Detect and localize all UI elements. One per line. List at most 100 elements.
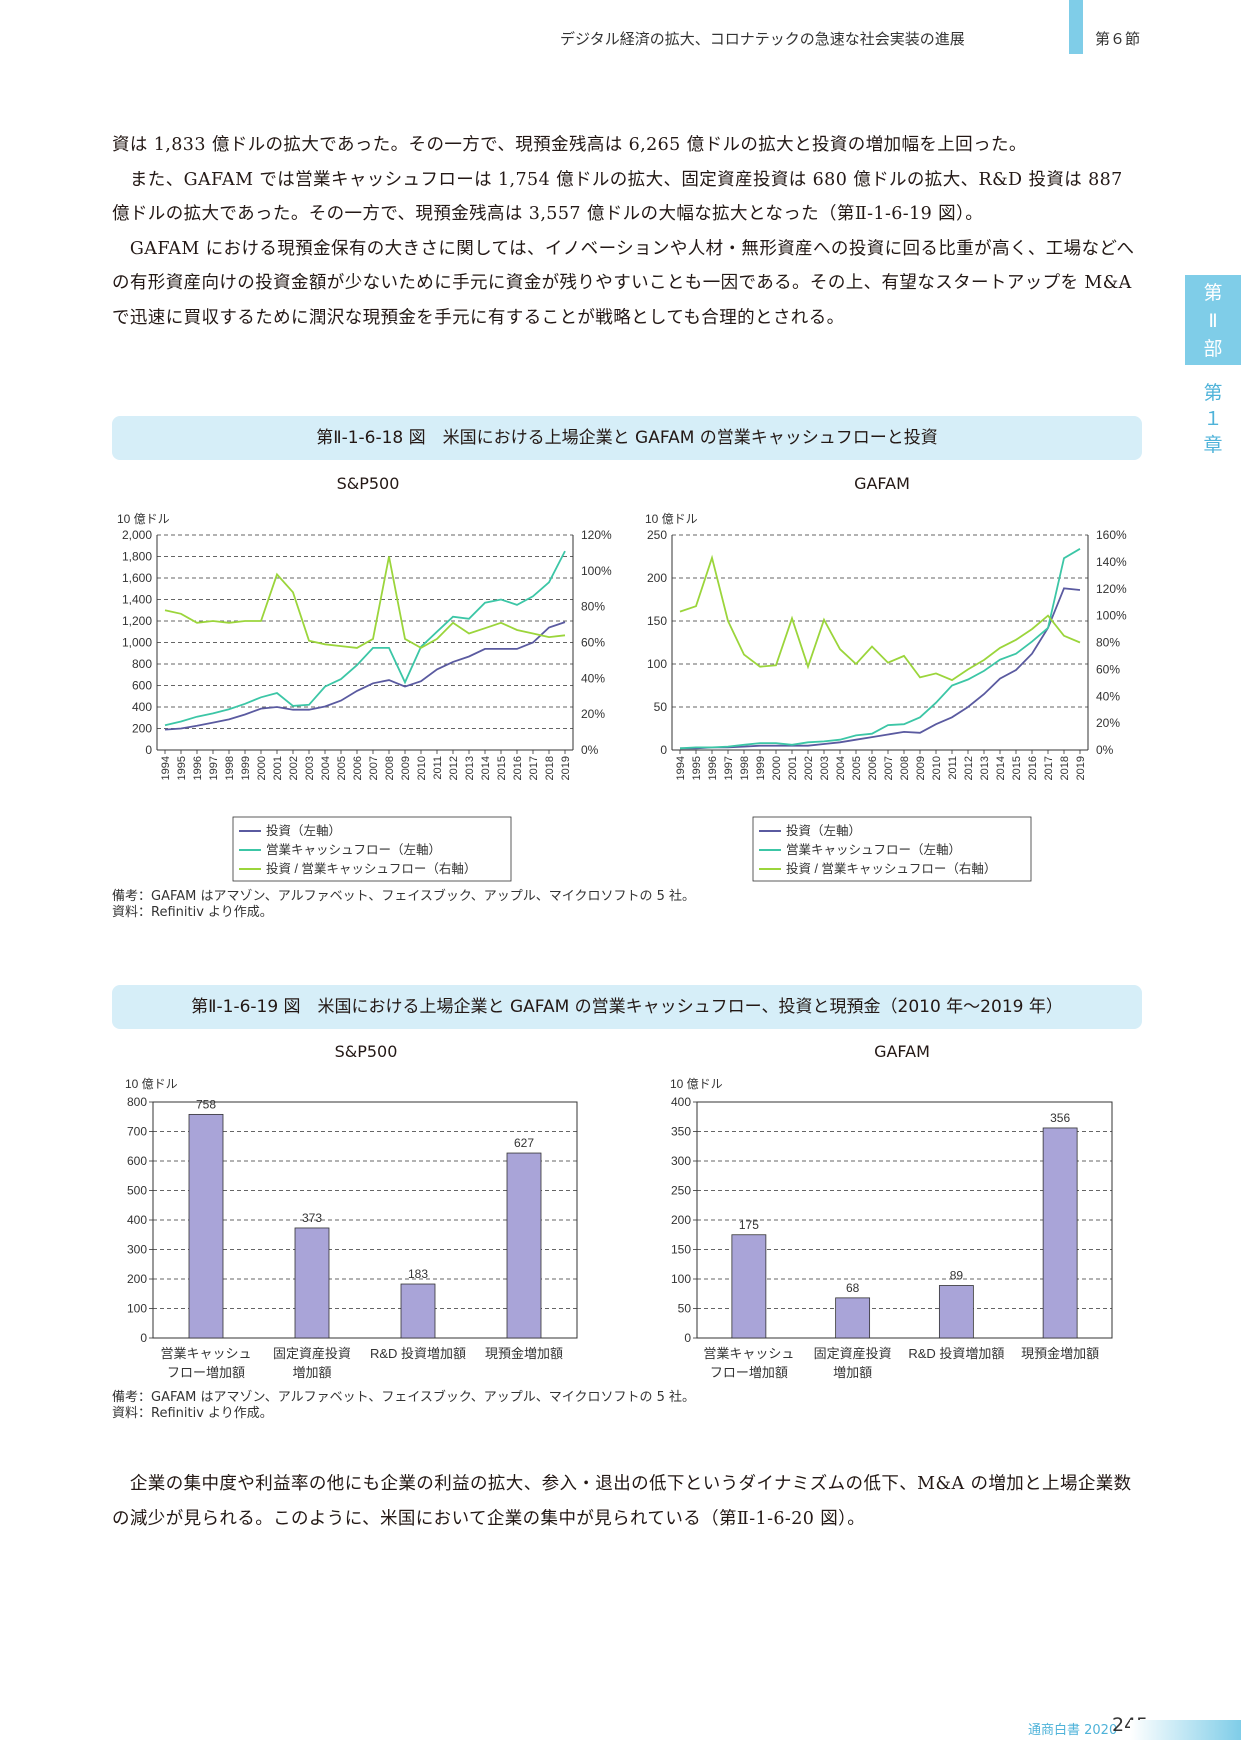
y-right-tick-label: 0% [581,743,599,757]
chapter-tab-char: 第 [1203,382,1223,404]
x-tick-label: 2000 [771,756,783,780]
x-tick-label: 2017 [528,756,540,780]
y-left-tick-label: 600 [132,679,152,693]
figure-19-title: 第Ⅱ-1-6-19 図 米国における上場企業と GAFAM の営業キャッシュフロ… [112,985,1142,1029]
x-tick-label: 2014 [480,756,492,780]
x-tick-label: 1996 [192,756,204,780]
legend-label: 投資（左軸） [266,823,341,838]
category-label: 固定資産投資 [814,1346,892,1361]
figure-18-source: 資料：Refinitiv より作成。 [112,905,273,920]
paragraph: 資は 1,833 億ドルの拡大であった。その一方で、現預金残高は 6,265 億… [112,135,1027,155]
x-tick-label: 1994 [160,756,172,780]
x-tick-label: 2007 [883,756,895,780]
y-right-tick-label: 60% [1096,662,1120,676]
y-tick-label: 100 [127,1302,147,1316]
x-tick-label: 2018 [544,756,556,780]
header-accent-bar [1069,0,1083,54]
x-tick-label: 2015 [1011,756,1023,780]
y-right-tick-label: 100% [581,564,612,578]
part-tab-char: 部 [1203,338,1223,360]
y-left-tick-label: 250 [647,528,667,542]
footer-accent-bar [1130,1720,1241,1740]
bar-value-label: 175 [739,1218,759,1232]
x-tick-label: 2004 [835,756,847,780]
category-label: フロー増加額 [167,1365,245,1380]
y-left-tick-label: 1,000 [122,636,152,650]
x-tick-label: 2019 [560,756,572,780]
paragraph: また、GAFAM では営業キャッシュフローは 1,754 億ドルの拡大、固定資産… [112,169,1123,225]
series-line [164,556,566,649]
legend-label: 投資 / 営業キャッシュフロー（右軸） [266,861,476,876]
y-left-tick-label: 50 [654,700,668,714]
x-tick-label: 2009 [400,756,412,780]
x-tick-label: 2017 [1043,756,1055,780]
y-tick-label: 400 [671,1095,691,1109]
y-right-tick-label: 100% [1096,609,1127,623]
chapter-tab: 第 １ 章 [1185,380,1241,458]
x-tick-label: 2015 [496,756,508,780]
x-tick-label: 2006 [867,756,879,780]
legend-label: 投資（左軸） [786,823,861,838]
y-left-tick-label: 1,600 [122,571,152,585]
figure-18-title: 第Ⅱ-1-6-18 図 米国における上場企業と GAFAM の営業キャッシュフロ… [112,416,1142,460]
sp500-line-chart: 10 億ドル 0 200 400 600 800 1,000 1,200 1,400 1,600 1… [117,512,612,882]
x-tick-label: 2003 [304,756,316,780]
x-tick-label: 1997 [723,756,735,780]
series-line [164,621,566,731]
bar-value-label: 758 [196,1097,216,1111]
x-tick-label: 2008 [384,756,396,780]
y-tick-label: 250 [671,1184,691,1198]
x-tick-label: 2003 [819,756,831,780]
x-tick-label: 1999 [240,756,252,780]
bar [938,1285,974,1339]
y-tick-label: 700 [127,1125,147,1139]
y-right-tick-label: 80% [1096,636,1120,650]
running-header-section: 第６節 [1095,30,1141,48]
y-right-tick-label: 20% [581,707,605,721]
chapter-tab-char: 章 [1203,434,1223,456]
x-tick-label: 2001 [787,756,799,780]
y-left-tick-label: 1,400 [122,593,152,607]
category-label: 営業キャッシュ [160,1346,251,1361]
legend-box [752,816,1032,882]
footer-title: 通商白書 2020 [1028,1723,1118,1738]
part-tab-char: 第 [1203,282,1223,304]
x-tick-label: 2013 [464,756,476,780]
bar [1042,1127,1078,1339]
series-line [679,548,1081,750]
y-left-tick-label: 150 [647,614,667,628]
category-label: 増加額 [292,1365,331,1380]
category-label: 増加額 [833,1365,872,1380]
y-right-tick-label: 160% [1096,528,1127,542]
x-tick-label: 2016 [1027,756,1039,780]
legend-label: 営業キャッシュフロー（左軸） [786,842,961,857]
x-tick-label: 2010 [416,756,428,780]
x-tick-label: 2014 [995,756,1007,780]
x-tick-label: 2004 [320,756,332,780]
category-label: 営業キャッシュ [703,1346,794,1361]
y-right-tick-label: 40% [1096,689,1120,703]
x-tick-label: 1995 [691,756,703,780]
legend-label: 営業キャッシュフロー（左軸） [266,842,441,857]
bar [506,1152,542,1339]
y-left-tick-label: 1,800 [122,550,152,564]
part-tab: 第 Ⅱ 部 [1185,275,1241,365]
bar [835,1297,871,1339]
category-label: R&D 投資増加額 [370,1346,466,1361]
y-left-tick-label: 1,200 [122,614,152,628]
plot-frame [696,1101,1113,1339]
paragraph-bottom: 企業の集中度や利益率の他にも企業の利益の拡大、参入・退出の低下というダイナミズム… [112,1474,1132,1529]
figure-19-note: 備考：GAFAM はアマゾン、アルファベット、フェイスブック、アップル、マイクロ… [112,1390,696,1405]
body-text-top: 資は 1,833 億ドルの拡大であった。その一方で、現預金残高は 6,265 億… [112,128,1142,335]
left-axis-unit: 10 億ドル [117,512,170,526]
x-tick-label: 2001 [272,756,284,780]
gafam-line-chart: 10 億ドル 0 50 100 150 200 250 0% 20% 40% 60% 80% 100% 1… [645,512,1127,882]
x-tick-label: 1994 [675,756,687,780]
bar [294,1227,330,1339]
x-tick-label: 1998 [739,756,751,780]
x-tick-label: 1998 [224,756,236,780]
legend-label: 投資 / 営業キャッシュフロー（右軸） [786,861,996,876]
y-right-tick-label: 20% [1096,716,1120,730]
bar-value-label: 183 [408,1267,428,1281]
x-tick-label: 2011 [947,756,959,780]
